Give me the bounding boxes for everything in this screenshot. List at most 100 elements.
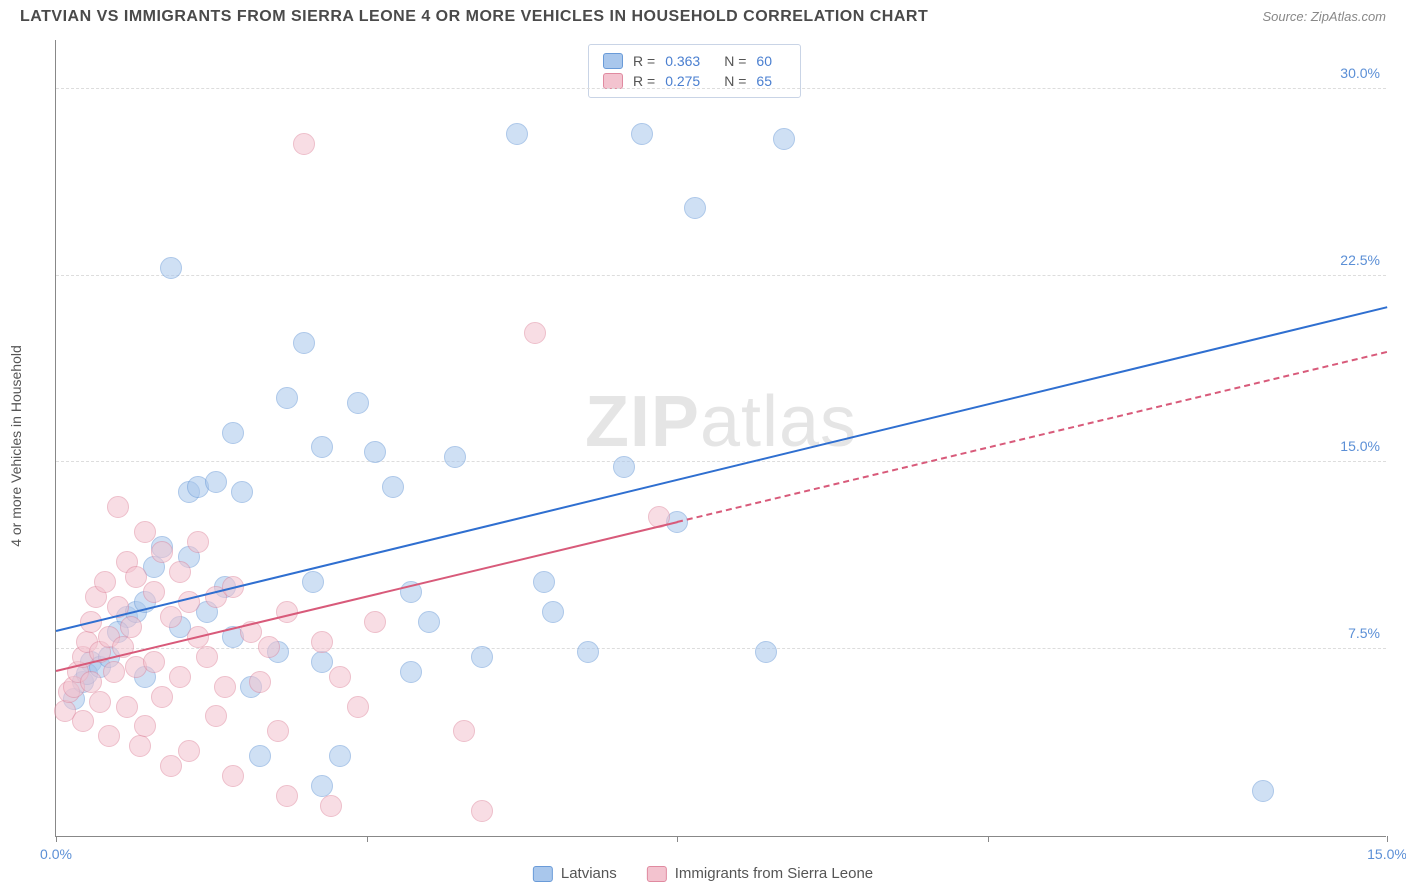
gridline: [56, 461, 1386, 462]
data-point: [160, 755, 182, 777]
r-label: R =: [633, 73, 655, 89]
stats-legend-box: R =0.363N =60R =0.275N =65: [588, 44, 801, 98]
legend-item: Immigrants from Sierra Leone: [647, 865, 873, 882]
data-point: [196, 646, 218, 668]
watermark-text: ZIPatlas: [585, 381, 857, 463]
data-point: [311, 436, 333, 458]
legend-swatch: [603, 73, 623, 89]
data-point: [160, 257, 182, 279]
r-value: 0.275: [665, 73, 700, 89]
stats-row: R = 0.363 N = 60: [603, 51, 786, 71]
data-point: [311, 651, 333, 673]
data-point: [329, 666, 351, 688]
data-point: [134, 715, 156, 737]
data-point: [178, 591, 200, 613]
data-point: [311, 775, 333, 797]
chart-plot-area: ZIPatlas R =0.363N =60R =0.275N =65 7.5%…: [55, 40, 1386, 837]
data-point: [347, 696, 369, 718]
data-point: [506, 123, 528, 145]
header: LATVIAN VS IMMIGRANTS FROM SIERRA LEONE …: [0, 0, 1406, 30]
legend-swatch: [603, 53, 623, 69]
data-point: [178, 740, 200, 762]
data-point: [249, 671, 271, 693]
y-axis-label: 4 or more Vehicles in Household: [8, 345, 24, 547]
data-point: [382, 476, 404, 498]
data-point: [120, 616, 142, 638]
data-point: [143, 581, 165, 603]
x-tick: [367, 836, 368, 842]
data-point: [231, 481, 253, 503]
data-point: [293, 133, 315, 155]
data-point: [107, 496, 129, 518]
data-point: [471, 800, 493, 822]
data-point: [400, 661, 422, 683]
data-point: [98, 725, 120, 747]
y-tick-label: 15.0%: [1340, 438, 1380, 454]
legend-swatch: [533, 866, 553, 882]
data-point: [311, 631, 333, 653]
data-point: [364, 611, 386, 633]
data-point: [94, 571, 116, 593]
data-point: [169, 561, 191, 583]
y-tick-label: 30.0%: [1340, 65, 1380, 81]
legend-label: Latvians: [561, 865, 617, 882]
x-tick-label: 0.0%: [40, 846, 72, 862]
r-value: 0.363: [665, 53, 700, 69]
data-point: [214, 676, 236, 698]
data-point: [80, 671, 102, 693]
data-point: [187, 531, 209, 553]
data-point: [364, 441, 386, 463]
data-point: [116, 696, 138, 718]
data-point: [205, 471, 227, 493]
data-point: [143, 651, 165, 673]
data-point: [293, 332, 315, 354]
gridline: [56, 275, 1386, 276]
gridline: [56, 648, 1386, 649]
data-point: [533, 571, 555, 593]
data-point: [169, 666, 191, 688]
data-point: [347, 392, 369, 414]
data-point: [160, 606, 182, 628]
n-value: 60: [756, 53, 772, 69]
x-tick-label: 15.0%: [1367, 846, 1406, 862]
series-legend: Latvians Immigrants from Sierra Leone: [533, 865, 873, 882]
data-point: [276, 387, 298, 409]
y-tick-label: 7.5%: [1348, 625, 1380, 641]
data-point: [631, 123, 653, 145]
trend-line: [677, 351, 1387, 523]
legend-item: Latvians: [533, 865, 617, 882]
data-point: [577, 641, 599, 663]
n-label: N =: [724, 73, 746, 89]
data-point: [684, 197, 706, 219]
data-point: [72, 710, 94, 732]
data-point: [329, 745, 351, 767]
x-tick: [677, 836, 678, 842]
data-point: [267, 720, 289, 742]
data-point: [258, 636, 280, 658]
data-point: [524, 322, 546, 344]
data-point: [320, 795, 342, 817]
data-point: [205, 705, 227, 727]
data-point: [453, 720, 475, 742]
x-tick: [988, 836, 989, 842]
n-label: N =: [724, 53, 746, 69]
data-point: [151, 686, 173, 708]
data-point: [613, 456, 635, 478]
data-point: [755, 641, 777, 663]
data-point: [542, 601, 564, 623]
data-point: [773, 128, 795, 150]
data-point: [222, 422, 244, 444]
data-point: [103, 661, 125, 683]
chart-title: LATVIAN VS IMMIGRANTS FROM SIERRA LEONE …: [20, 8, 928, 26]
data-point: [1252, 780, 1274, 802]
gridline: [56, 88, 1386, 89]
data-point: [134, 521, 156, 543]
data-point: [249, 745, 271, 767]
y-tick-label: 22.5%: [1340, 252, 1380, 268]
x-tick: [56, 836, 57, 842]
r-label: R =: [633, 53, 655, 69]
legend-label: Immigrants from Sierra Leone: [675, 865, 873, 882]
data-point: [276, 785, 298, 807]
data-point: [151, 541, 173, 563]
legend-swatch: [647, 866, 667, 882]
